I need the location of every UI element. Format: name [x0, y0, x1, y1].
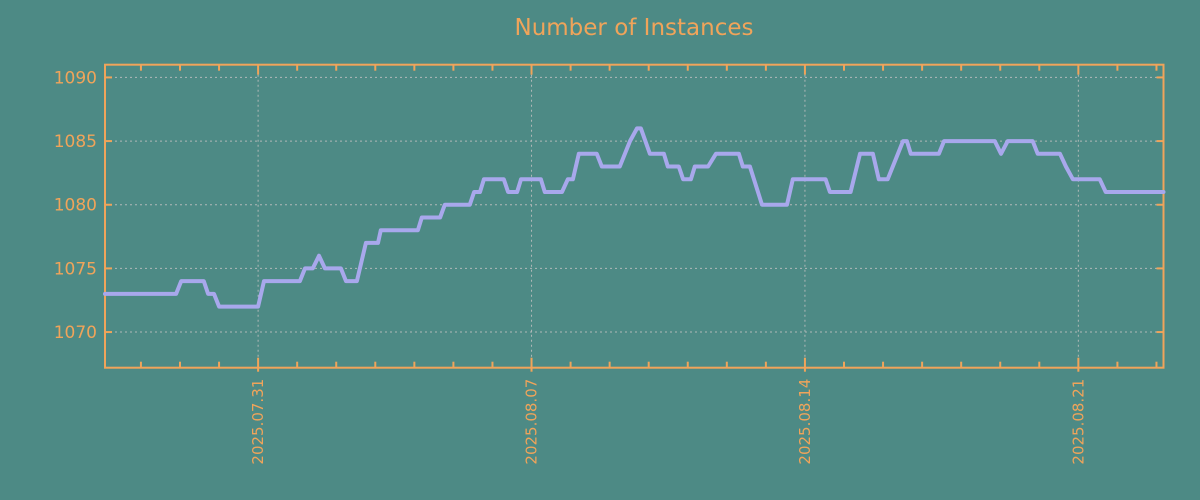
chart-title: Number of Instances	[514, 15, 754, 41]
x-tick-label: 2025.08.21	[1069, 379, 1087, 465]
x-tick-label: 2025.08.07	[523, 379, 541, 465]
y-tick-label: 1080	[54, 196, 97, 216]
y-tick-label: 1090	[54, 68, 97, 88]
plot-frame	[104, 63, 1165, 369]
x-tick-label: 2025.07.31	[249, 379, 267, 465]
x-tick-label: 2025.08.14	[796, 379, 814, 465]
series-line	[103, 126, 1166, 309]
y-tick-label: 1085	[54, 132, 97, 152]
y-tick-label: 1075	[54, 259, 97, 279]
y-tick-label: 1070	[54, 323, 97, 343]
